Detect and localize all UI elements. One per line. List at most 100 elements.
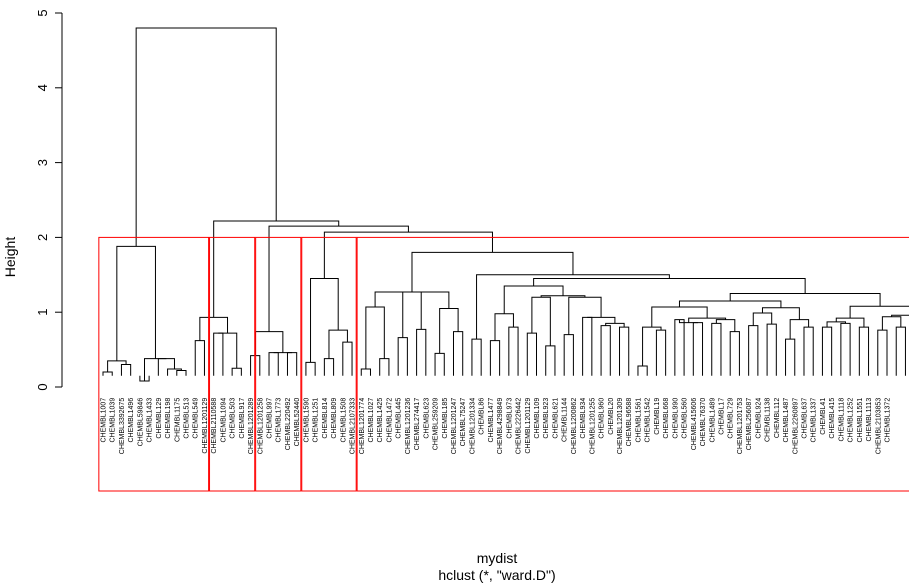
leaf-label: CHEMBL549 [193, 398, 200, 439]
merge-link [600, 325, 611, 376]
merge-link [729, 293, 881, 307]
leaf-label: CHEMBL415606 [691, 398, 698, 451]
merge-link [120, 364, 132, 376]
leaf-label: CHEMBL1201334 [469, 398, 476, 455]
leaf-labels: CHEMBL1007 CHEMBL1039 CHEMBL3392675 CHEMBL1… [101, 398, 892, 455]
merge-link [803, 326, 814, 376]
leaf-label: CHEMBL1372 [885, 398, 892, 443]
merge-link [213, 332, 224, 376]
leaf-label: CHEMBL112 [774, 398, 781, 438]
leaf-label: CHEMBL1201289 [248, 398, 255, 455]
leaf-label: CHEMBL259209 [433, 398, 440, 451]
leaf-label: CHEMBL1551 [857, 398, 864, 443]
leaf-label: CHEMBL1489 [709, 398, 716, 443]
leaf-label: CHEMBL997 [267, 398, 274, 439]
merge-link [531, 296, 551, 346]
leaf-label: CHEMBL924 [755, 398, 762, 439]
leaf-label: CHEMBL1007 [101, 398, 108, 443]
merge-link [761, 307, 800, 320]
leaf-label: CHEMBL923 [543, 398, 550, 439]
leaf-label: CHEMBL621 [552, 398, 559, 439]
merge-link [157, 358, 175, 376]
cluster-rect [356, 236, 909, 492]
leaf-label: CHEMBL1201129 [525, 398, 532, 454]
merge-link [637, 365, 648, 376]
leaf-label: CHEMBL415 [829, 398, 836, 439]
merge-link [568, 296, 602, 335]
merge-link [323, 231, 493, 279]
leaf-label: CHEMBL4298849 [497, 398, 504, 455]
merge-link [328, 329, 348, 359]
x-axis-title: mydist [477, 550, 518, 566]
merge-link [729, 331, 740, 376]
leaf-label: CHEMBL1201258 [257, 398, 264, 455]
merge-link [789, 319, 810, 340]
merge-link [305, 361, 316, 376]
merge-link [503, 285, 564, 314]
merge-link [268, 225, 409, 332]
merge-link [877, 329, 888, 376]
merge-link [144, 358, 167, 382]
leaf-label: CHEMBL1201129 [202, 398, 209, 454]
leaf-label: CHEMBL274417 [414, 398, 421, 451]
leaf-label: CHEMBL2260897 [792, 398, 799, 455]
leaf-label: CHEMBL1561 [635, 398, 642, 443]
merge-link [711, 322, 722, 376]
leaf-label: CHEMBL96588 [626, 398, 633, 447]
leaf-label: CHEMBL220492 [285, 398, 292, 451]
dendrogram-tree [102, 27, 909, 382]
leaf-label: CHEMBL445 [396, 398, 403, 439]
leaf-label: CHEMBL109 [534, 398, 541, 439]
merge-link [692, 322, 704, 376]
leaf-label: CHEMBL17 [718, 398, 725, 435]
leaf-label: CHEMBL934 [580, 398, 587, 439]
leaf-label: CHEMBL86 [479, 398, 486, 435]
leaf-label: CHEMBL19 [654, 398, 661, 435]
merge-link [310, 278, 339, 363]
leaf-label: CHEMBL729 [728, 398, 735, 439]
merge-link [434, 352, 445, 376]
merge-link [895, 326, 906, 376]
merge-link [397, 337, 408, 376]
merge-link [533, 278, 806, 294]
merge-link [268, 352, 279, 376]
merge-link [374, 291, 450, 309]
y-tick-label: 3 [35, 159, 50, 166]
leaf-label: CHEMBL185 [442, 398, 449, 439]
merge-link [674, 319, 685, 376]
y-tick-label: 2 [35, 234, 50, 241]
leaf-label: CHEMBL1201255 [589, 398, 596, 455]
leaf-label: CHEMBL1496 [128, 398, 135, 443]
merge-link [323, 358, 335, 376]
leaf-label: CHEMBL1337 [811, 398, 818, 443]
merge-link [748, 325, 759, 376]
leaf-label: CHEMBL1251 [313, 398, 320, 443]
leaf-label: CHEMBL129 [156, 398, 163, 439]
merge-link [655, 329, 667, 376]
merge-link [476, 274, 670, 340]
y-tick-label: 1 [35, 309, 50, 316]
leaf-label: CHEMBL52440 [294, 398, 301, 447]
merge-link [360, 368, 371, 376]
leaf-label: CHEMBL1773 [276, 398, 283, 443]
cluster-rect [301, 236, 357, 492]
leaf-label: CHEMBL1039 [110, 398, 117, 443]
leaf-label: CHEMBL1201236 [405, 398, 412, 455]
leaf-label: CHEMBL814 [322, 398, 329, 439]
merge-link [619, 326, 630, 376]
leaf-label: CHEMBL1252 [848, 398, 855, 443]
leaf-label: CHEMBL1027 [368, 398, 375, 443]
merge-link [452, 331, 464, 376]
leaf-label: CHEMBL1590 [303, 398, 310, 443]
merge-link [365, 306, 385, 370]
leaf-label: CHEMBL59846 [137, 398, 144, 447]
leaf-label: CHEMBL990 [672, 398, 679, 439]
merge-link [176, 370, 187, 376]
merge-link [342, 341, 353, 376]
leaf-label: CHEMBL2226442 [516, 398, 523, 455]
merge-link [135, 27, 277, 247]
merge-link [688, 317, 727, 323]
merge-link [526, 332, 538, 376]
leaf-label: CHEMBL198 [165, 398, 172, 439]
